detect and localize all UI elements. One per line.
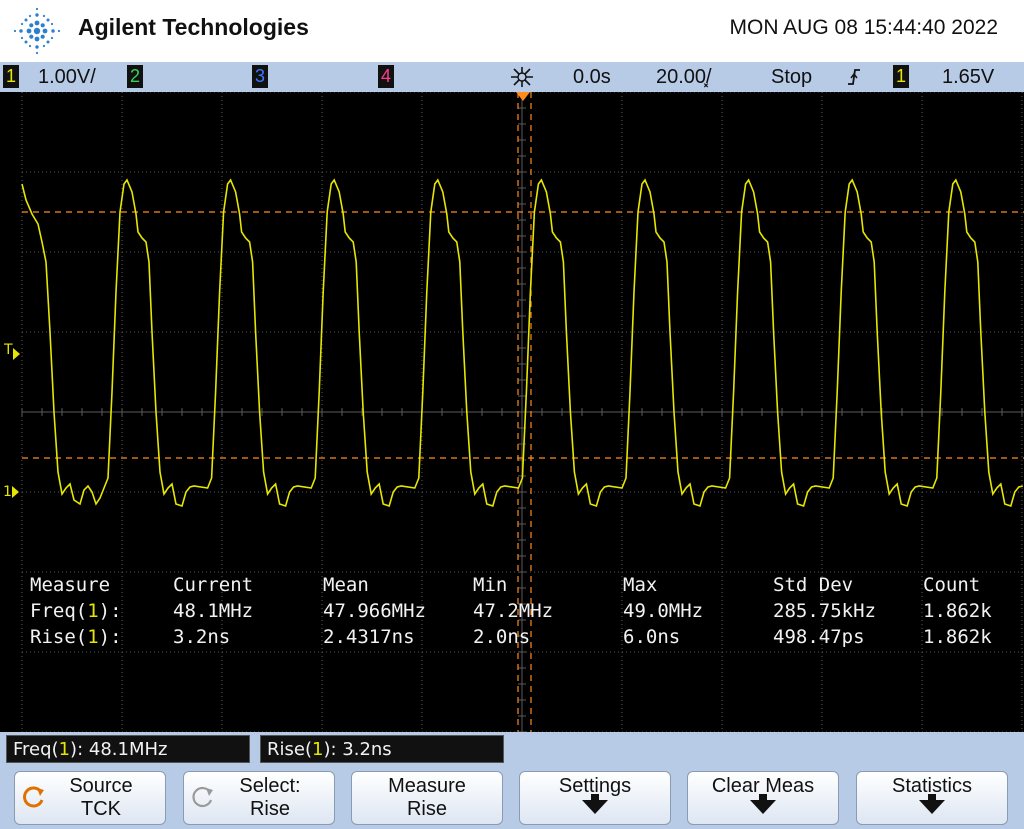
rise-mean: 2.4317ns xyxy=(323,626,415,648)
channel-1-trace xyxy=(21,178,1023,508)
graticule xyxy=(21,92,1024,732)
measure-softkey-value: Rise xyxy=(406,798,447,820)
header-count: Count xyxy=(923,574,981,596)
row-freq-name: Freq xyxy=(30,600,76,622)
clear-meas-softkey-label: Clear Meas xyxy=(711,775,815,797)
rise-min: 2.0ns xyxy=(473,626,531,648)
marker-arrow-icon xyxy=(11,486,19,498)
rotary-knob-icon xyxy=(23,786,44,808)
channel-1-indicator[interactable]: 1 xyxy=(3,65,19,88)
statistics-softkey[interactable]: Statistics xyxy=(856,771,1008,825)
row-rise-name: Rise xyxy=(30,626,76,648)
readout-freq: Freq(1): 48.1MHz xyxy=(6,735,250,763)
settings-softkey[interactable]: Settings xyxy=(519,771,671,825)
settings-softkey-label: Settings xyxy=(558,775,632,797)
rise-max: 6.0ns xyxy=(623,626,681,648)
submenu-arrow-icon-stem xyxy=(591,794,599,802)
acquisition-icon xyxy=(511,67,533,87)
submenu-arrow-icon-stem xyxy=(759,794,767,802)
source-softkey[interactable]: Source TCK xyxy=(14,771,166,825)
ch1-ground-marker-label: 1 xyxy=(3,484,12,500)
header-current: Current xyxy=(173,574,254,596)
trigger-level-marker: T xyxy=(4,342,20,360)
agilent-spark-icon xyxy=(13,7,61,55)
run-state: Stop xyxy=(771,66,813,88)
row-freq-label: Freq(1): xyxy=(30,600,122,622)
rise-stddev: 498.47ps xyxy=(773,626,865,648)
readout-freq-source: 1 xyxy=(58,739,71,760)
time-delay: 0.0s xyxy=(573,66,611,88)
submenu-arrow-icon xyxy=(750,800,776,814)
freq-count: 1.862k xyxy=(923,600,992,622)
select-softkey-label: Select: xyxy=(239,775,301,797)
clear-meas-softkey[interactable]: Clear Meas xyxy=(687,771,839,825)
header-max: Max xyxy=(623,574,658,596)
freq-current: 48.1MHz xyxy=(173,600,254,622)
header-mean: Mean xyxy=(323,574,369,596)
source-softkey-value: TCK xyxy=(81,798,121,820)
readout-freq-name: Freq xyxy=(13,739,52,760)
trigger-level: 1.65V xyxy=(942,66,995,88)
header-bar: Agilent Technologies MON AUG 08 15:44:40… xyxy=(0,0,1024,62)
row-rise-label: Rise(1): xyxy=(30,626,122,648)
ch1-ground-marker: 1 xyxy=(3,484,19,500)
time-scale: 20.00͓/ xyxy=(656,66,712,88)
submenu-arrow-icon-stem xyxy=(928,794,936,802)
select-softkey-value: Rise xyxy=(249,798,290,820)
measure-softkey-label: Measure xyxy=(388,775,466,797)
statistics-softkey-label: Statistics xyxy=(891,775,973,797)
status-bar: 1 1.00V/ 2 3 4 0.0s 20.00͓/ Stop 1 1.65V xyxy=(0,62,1024,92)
header-stddev: Std Dev xyxy=(773,574,854,596)
rise-count: 1.862k xyxy=(923,626,992,648)
freq-stddev: 285.75kHz xyxy=(773,600,876,622)
rise-current: 3.2ns xyxy=(173,626,231,648)
freq-max: 49.0MHz xyxy=(623,600,704,622)
readout-rise-value: : 3.2ns xyxy=(330,739,392,760)
readout-rise-name: Rise xyxy=(267,739,305,760)
header-min: Min xyxy=(473,574,508,596)
freq-min: 47.2MHz xyxy=(473,600,554,622)
date-time: MON AUG 08 15:44:40 2022 xyxy=(729,16,999,39)
softkey-panel: Freq(1): 48.1MHz Rise(1): 3.2ns Source T… xyxy=(0,732,1024,829)
channel-1-scale: 1.00V/ xyxy=(38,66,96,88)
rising-edge-icon xyxy=(848,69,860,85)
trigger-level-marker-label: T xyxy=(4,342,13,358)
select-softkey[interactable]: Select: Rise xyxy=(183,771,335,825)
trigger-source[interactable]: 1 xyxy=(893,65,909,88)
source-softkey-label: Source xyxy=(69,775,133,797)
freq-mean: 47.966MHz xyxy=(323,600,426,622)
readout-rise-source: 1 xyxy=(312,739,324,760)
rotary-knob-icon xyxy=(192,786,213,808)
channel-4-indicator[interactable]: 4 xyxy=(378,65,394,88)
readout-rise: Rise(1): 3.2ns xyxy=(260,735,504,763)
trigger-position-marker xyxy=(516,92,530,101)
submenu-arrow-icon xyxy=(919,800,945,814)
marker-arrow-icon xyxy=(12,348,20,360)
brand-name: Agilent Technologies xyxy=(78,14,309,40)
channel-3-indicator[interactable]: 3 xyxy=(252,65,268,88)
row-freq-source: 1 xyxy=(87,600,99,622)
row-rise-source: 1 xyxy=(87,626,99,648)
waveform-display: T 1 Measure Current Mean Min Max Std Dev… xyxy=(0,92,1024,732)
channel-2-indicator[interactable]: 2 xyxy=(127,65,143,88)
header-measure: Measure xyxy=(30,574,111,596)
measure-rise-softkey[interactable]: Measure Rise xyxy=(351,771,503,825)
grid-center-ticks xyxy=(21,92,1023,732)
readout-freq-value: : 48.1MHz xyxy=(77,739,168,760)
submenu-arrow-icon xyxy=(582,800,608,814)
